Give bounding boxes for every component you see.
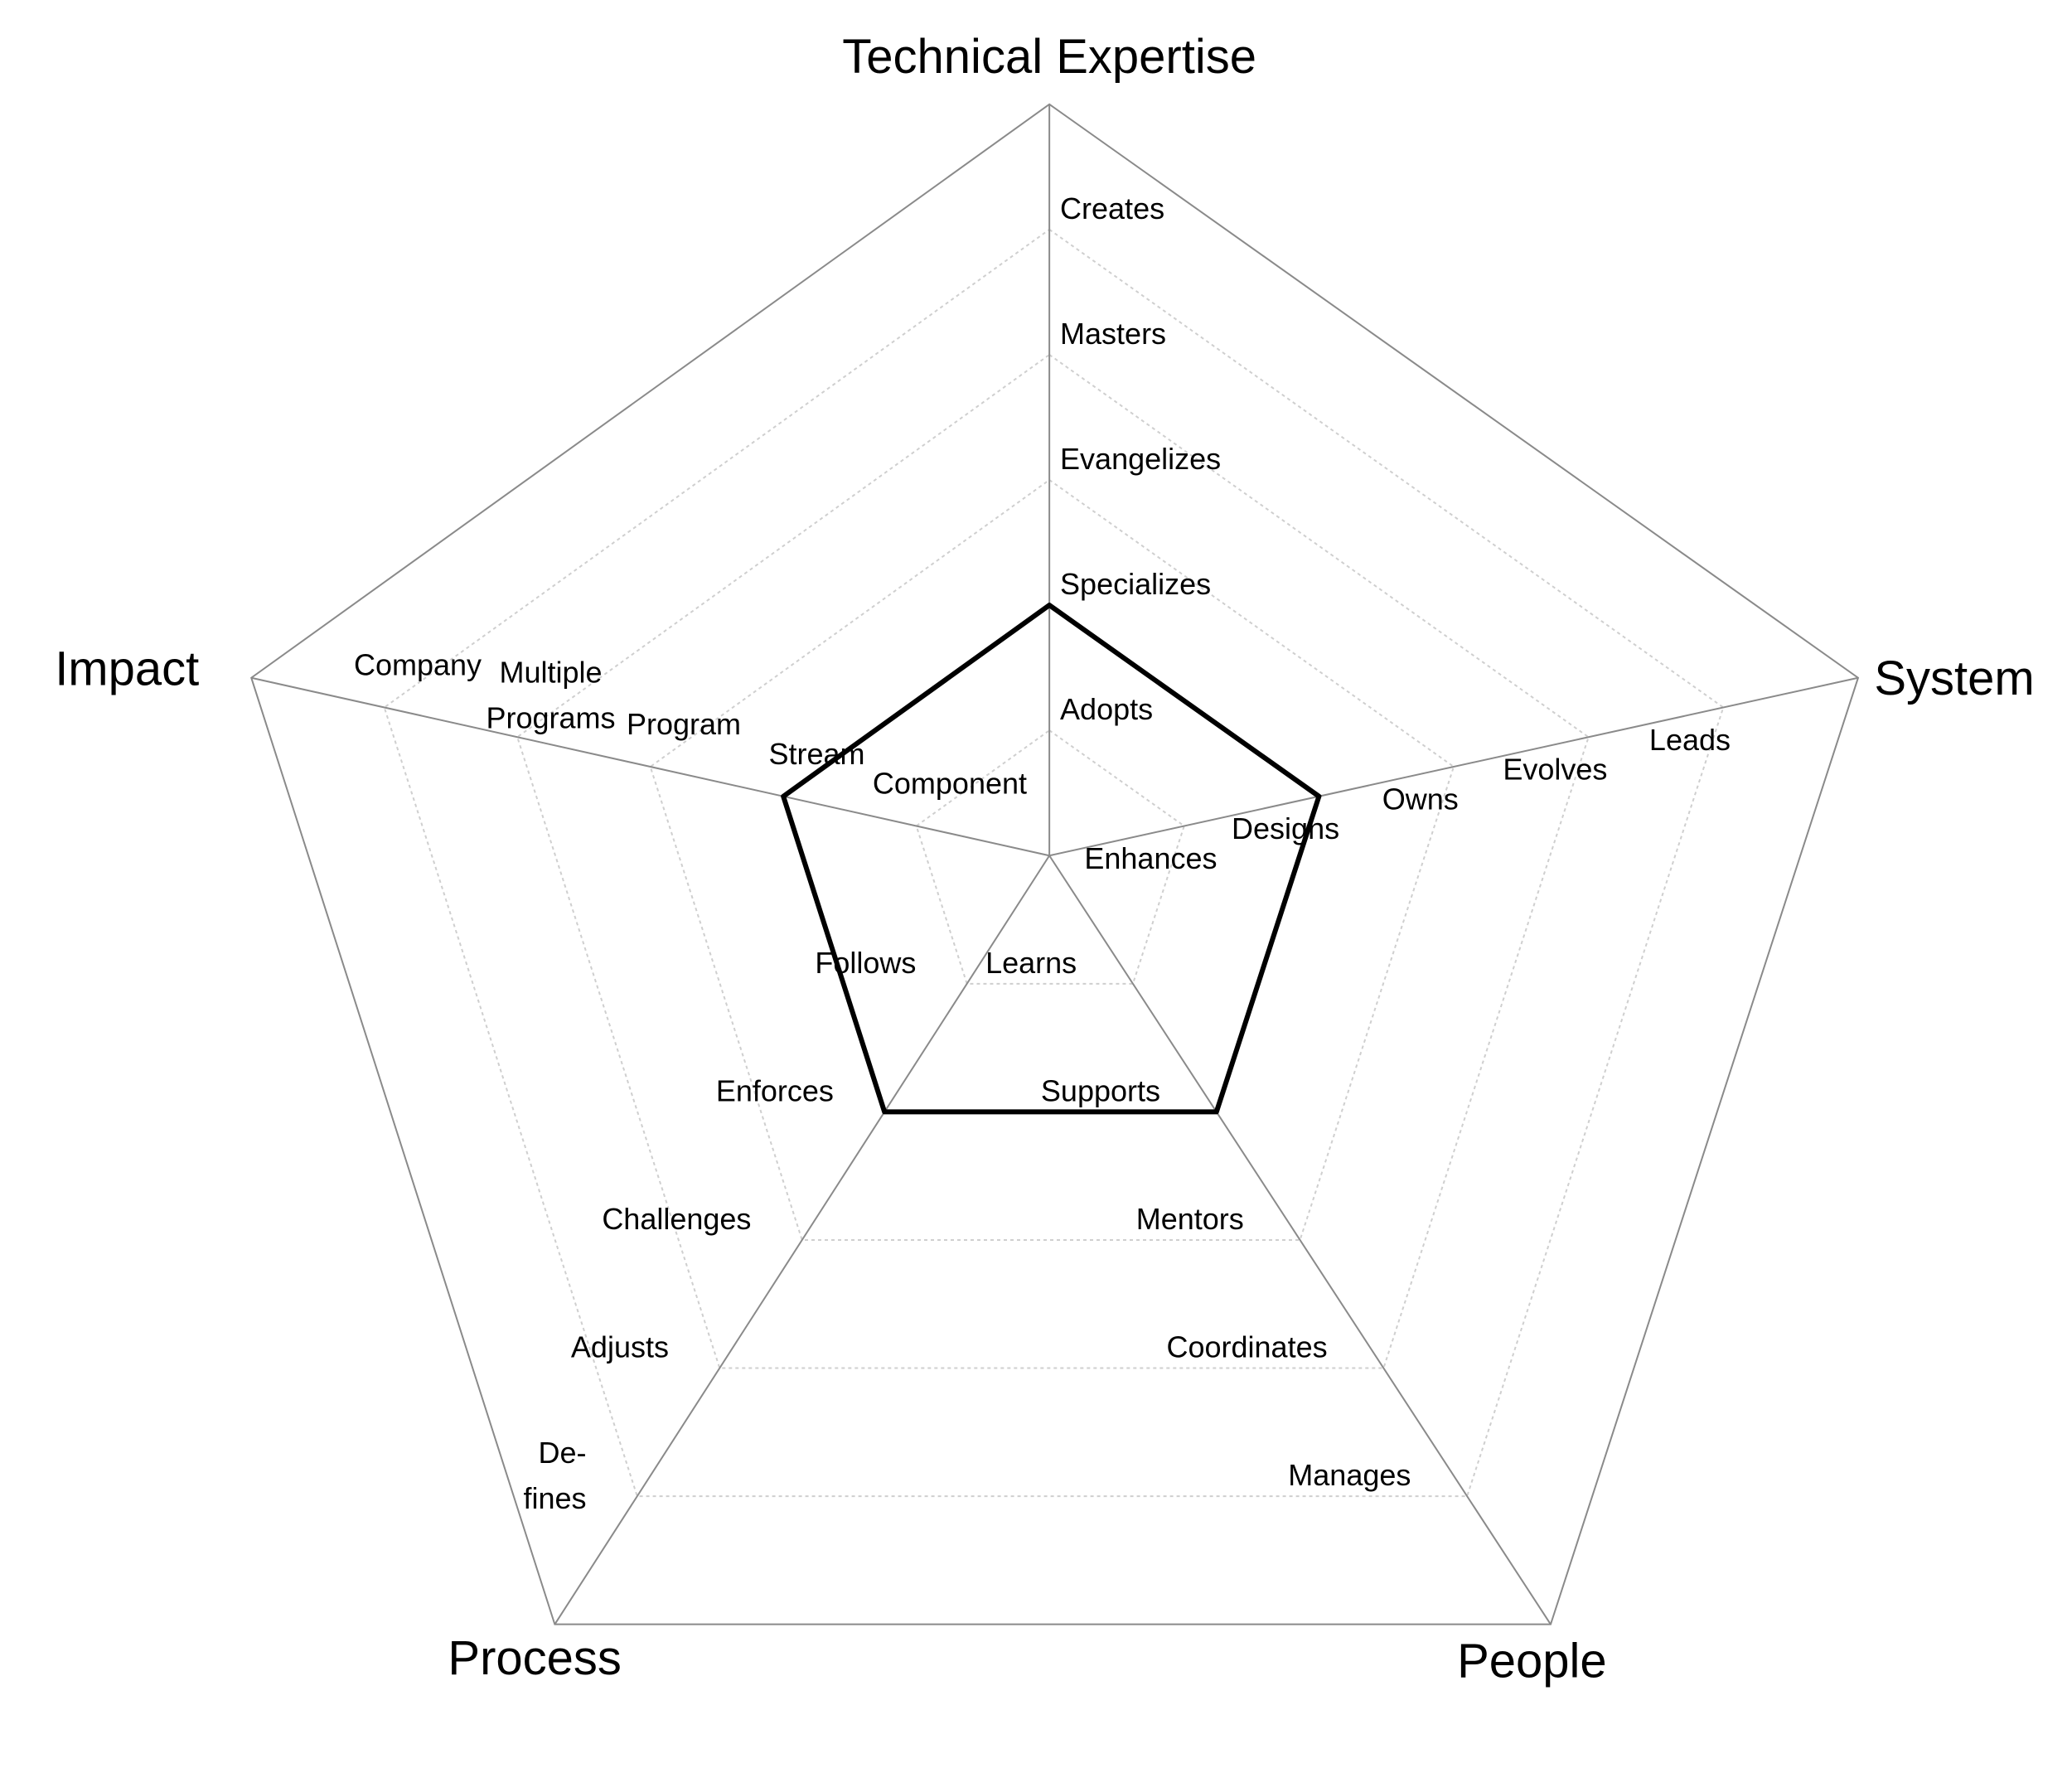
level-label: Adjusts bbox=[571, 1330, 669, 1364]
level-label: Enforces bbox=[716, 1073, 834, 1107]
outer-ring bbox=[250, 103, 1860, 1625]
level-label: Evangelizes bbox=[1060, 442, 1221, 476]
level-label: Enhances bbox=[1084, 841, 1217, 875]
level-label: Creates bbox=[1060, 191, 1164, 225]
level-label: Supports bbox=[1041, 1073, 1160, 1107]
level-label: Company bbox=[354, 648, 482, 682]
axis-title: People bbox=[1457, 1634, 1607, 1688]
grid-ring bbox=[383, 228, 1725, 1498]
spoke bbox=[251, 676, 1050, 857]
axis-title: System bbox=[1874, 651, 2034, 705]
grid-ring bbox=[516, 353, 1590, 1369]
level-label: Masters bbox=[1060, 317, 1166, 351]
profile-line bbox=[781, 603, 1322, 1115]
level-label-line: De- bbox=[539, 1436, 587, 1470]
level-label: Multiple Programs bbox=[486, 655, 615, 734]
level-label: Designs bbox=[1232, 811, 1339, 845]
grid-ring bbox=[649, 478, 1455, 1241]
level-label: Adopts bbox=[1060, 692, 1153, 726]
level-label: De-fines bbox=[523, 1436, 586, 1515]
spoke bbox=[1048, 676, 1859, 857]
level-label: Follows bbox=[815, 946, 916, 980]
level-label: Stream bbox=[768, 737, 864, 771]
axis-title: Technical Expertise bbox=[842, 30, 1256, 84]
level-label-line: Programs bbox=[486, 700, 615, 734]
grid-ring bbox=[915, 729, 1185, 985]
level-label: Evolves bbox=[1503, 753, 1607, 787]
axis-title: Process bbox=[448, 1631, 622, 1685]
level-label: Challenges bbox=[602, 1202, 751, 1236]
level-label: Owns bbox=[1382, 782, 1459, 816]
level-label: Learns bbox=[985, 946, 1077, 980]
level-label: Specializes bbox=[1060, 567, 1211, 601]
spoke bbox=[554, 855, 1050, 1625]
spoke bbox=[1048, 855, 1552, 1625]
level-label: Leads bbox=[1649, 723, 1731, 757]
level-label: Program bbox=[627, 707, 741, 741]
level-label: Coordinates bbox=[1166, 1330, 1327, 1364]
level-label-line: fines bbox=[523, 1480, 586, 1514]
level-label: Component bbox=[873, 767, 1027, 801]
level-label: Manages bbox=[1288, 1458, 1411, 1492]
axis-title: Impact bbox=[55, 642, 199, 696]
level-label: Mentors bbox=[1136, 1202, 1244, 1236]
level-label-line: Multiple bbox=[499, 655, 602, 689]
